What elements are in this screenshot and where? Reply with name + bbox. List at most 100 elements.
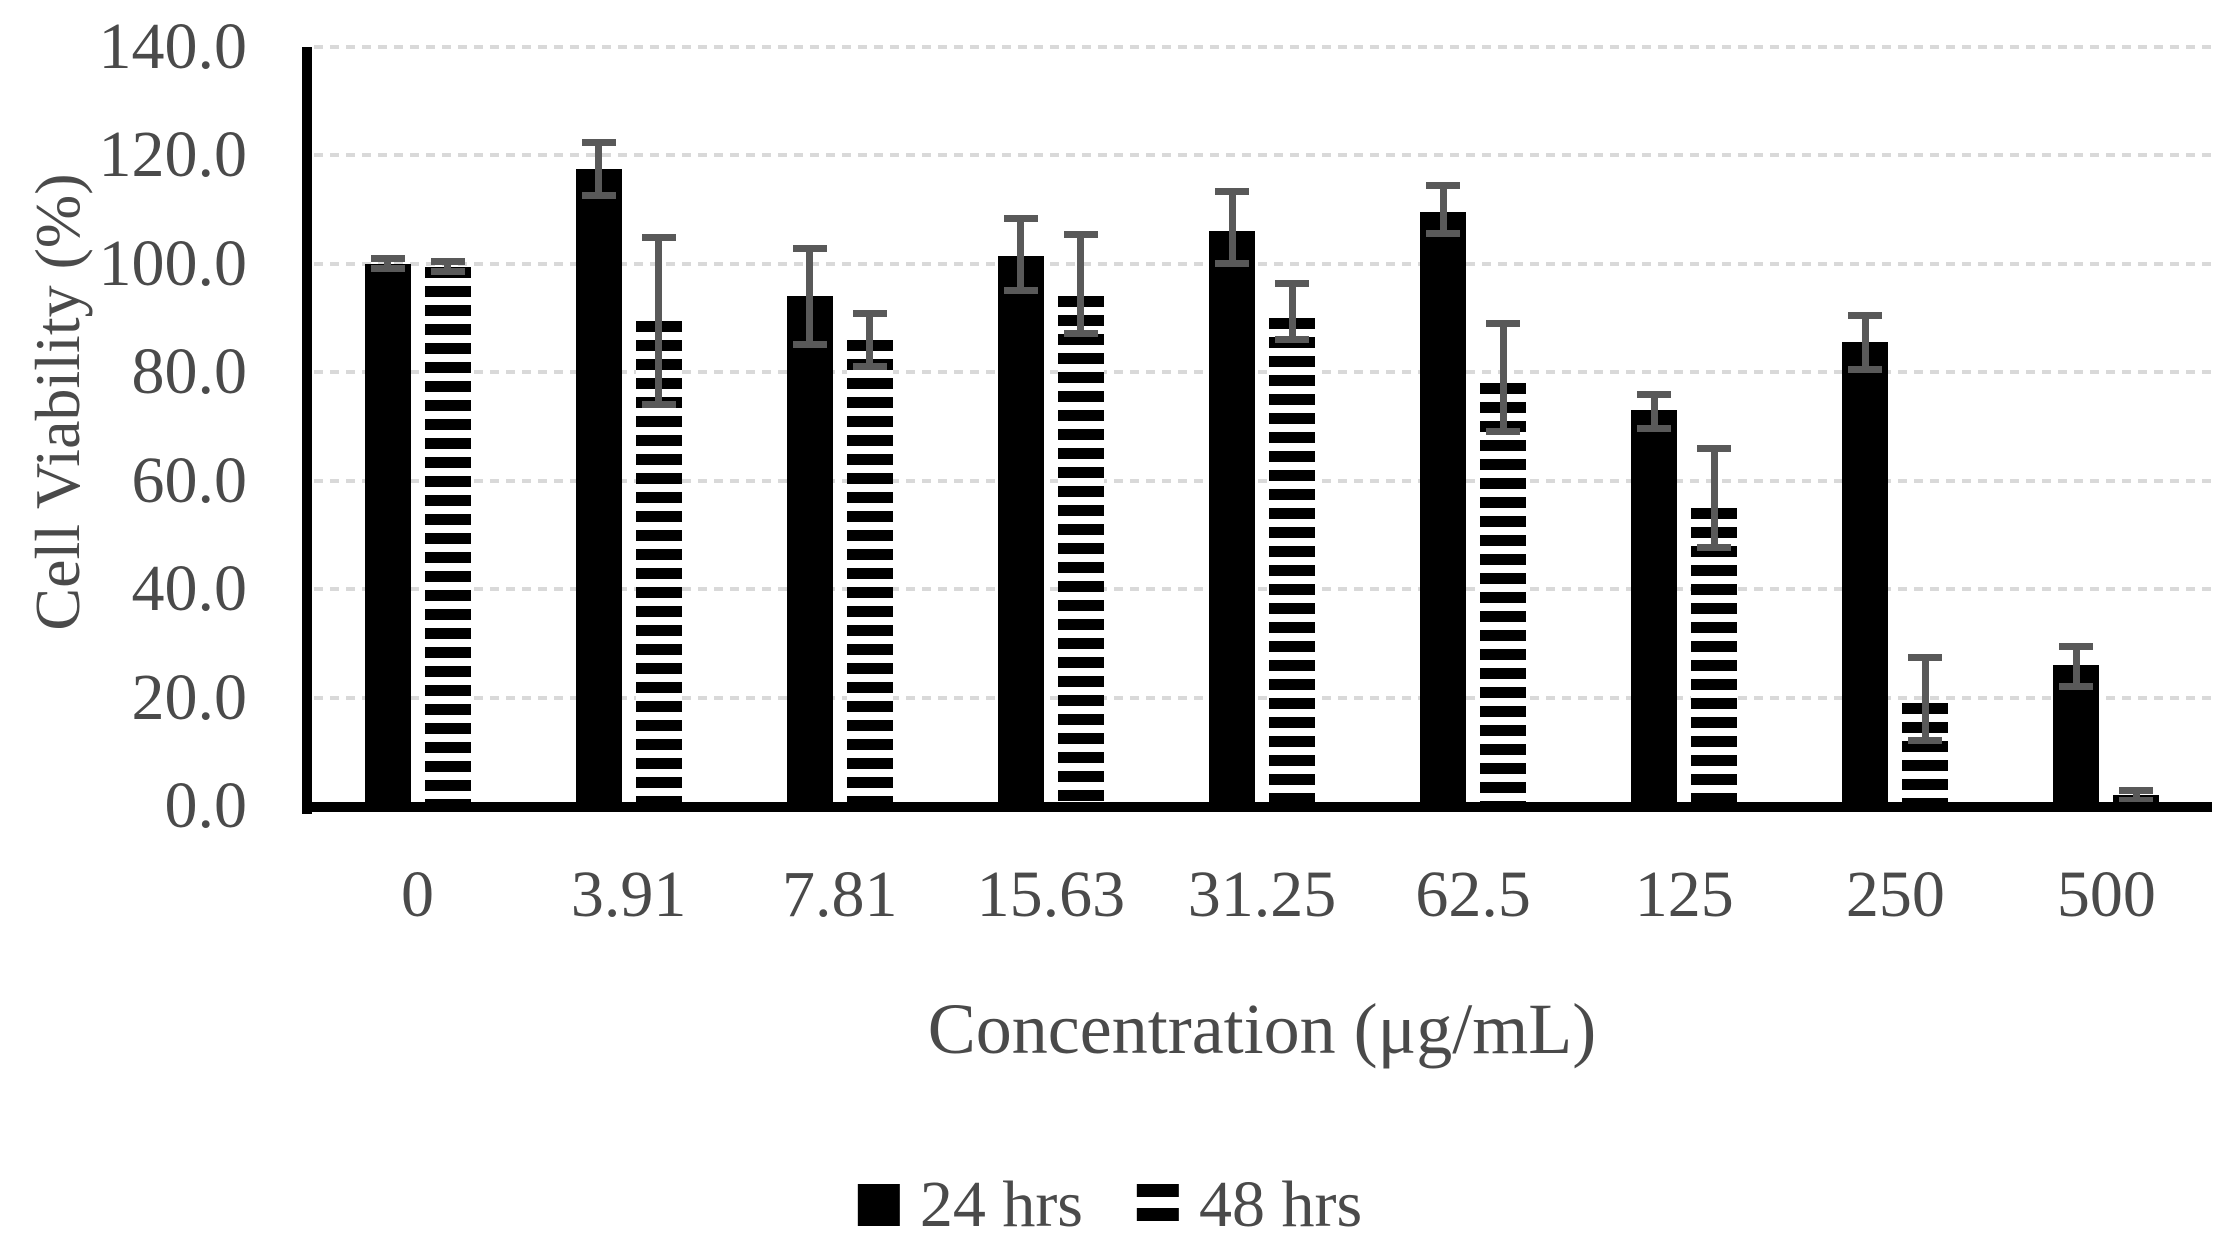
bar-48hrs-7.81 (846, 339, 893, 806)
bar-24hrs-31.25 (1209, 231, 1255, 806)
error-bar-line (1439, 185, 1447, 235)
x-tick-label-500: 500 (2056, 858, 2156, 931)
y-tick-label-80.0: 80.0 (131, 335, 248, 409)
error-bar-line (2132, 789, 2140, 801)
error-bar-cap-bottom (1063, 330, 1098, 338)
x-tick-label-7.81: 7.81 (782, 858, 898, 931)
legend-label-24hrs: 24 hrs (919, 1168, 1083, 1241)
error-bar-cap-top (1908, 653, 1943, 661)
x-tick-label-250: 250 (1845, 858, 1945, 931)
error-bar-cap-bottom (2059, 682, 2094, 690)
error-bar-cap-bottom (370, 265, 405, 273)
bar-48hrs-31.25 (1269, 318, 1315, 806)
error-bar-line (1861, 315, 1869, 370)
error-bar-cap-bottom (1486, 427, 1521, 435)
gridline-60 (314, 478, 2212, 483)
y-tick-label-140.0: 140.0 (98, 10, 248, 83)
error-bar-line (655, 236, 663, 405)
x-tick-label-3.91: 3.91 (570, 858, 687, 931)
bar-48hrs-0 (424, 266, 471, 806)
error-bar-cap-bottom (1908, 736, 1943, 744)
x-tick-label-125: 125 (1634, 858, 1734, 931)
legend-item-48hrs: 48 hrs (1137, 1172, 1362, 1238)
y-tick-label-20.0: 20.0 (131, 660, 248, 734)
bar-48hrs-62.5 (1480, 383, 1527, 806)
gridline-100 (314, 261, 2212, 266)
error-bar-cap-top (1637, 390, 1672, 398)
legend-marker-solid-icon (857, 1184, 900, 1226)
error-bar-line (1499, 323, 1507, 432)
error-bar-cap-bottom (1003, 286, 1038, 294)
gridline-140 (314, 45, 2212, 49)
bar-24hrs-125 (1631, 410, 1678, 806)
error-bar-cap-bottom (430, 267, 465, 275)
y-tick-label-120.0: 120.0 (98, 118, 248, 192)
error-bar-line (1228, 190, 1236, 264)
error-bar-cap-top (1215, 187, 1249, 195)
legend: 24 hrs 48 hrs (857, 1168, 1362, 1241)
y-axis-line (302, 47, 312, 814)
error-bar-cap-top (370, 255, 405, 263)
error-bar-line (866, 312, 874, 367)
error-bar-line (1921, 656, 1929, 741)
legend-item-24hrs: 24 hrs (857, 1168, 1083, 1241)
error-bar-line (1017, 217, 1025, 291)
error-bar-line (595, 141, 603, 197)
bar-24hrs-7.81 (786, 296, 833, 806)
error-bar-cap-bottom (852, 362, 887, 370)
error-bar-cap-top (852, 309, 887, 317)
error-bar-cap-bottom (1637, 425, 1672, 433)
error-bar-line (1650, 393, 1658, 430)
legend-marker-striped-icon (1137, 1184, 1179, 1226)
x-tick-label-31.25: 31.25 (1187, 858, 1337, 931)
y-axis-title: Cell Viability (%) (22, 173, 93, 631)
error-bar-line (384, 258, 392, 270)
error-bar-cap-top (1003, 214, 1038, 222)
error-bar-cap-bottom (641, 400, 676, 408)
error-bar-line (1077, 234, 1085, 335)
gridline-120 (314, 153, 2212, 158)
error-bar-cap-top (1426, 182, 1461, 190)
x-tick-label-15.63: 15.63 (976, 858, 1126, 931)
error-bar-cap-bottom (1848, 365, 1883, 373)
error-bar-cap-top (1486, 320, 1521, 328)
bar-48hrs-125 (1691, 507, 1738, 806)
error-bar-cap-top (430, 258, 465, 266)
error-bar-cap-top (1848, 312, 1883, 320)
error-bar-cap-bottom (1697, 544, 1732, 552)
x-tick-label-62.5: 62.5 (1415, 858, 1531, 931)
error-bar-cap-bottom (1426, 230, 1461, 238)
error-bar-cap-bottom (581, 192, 616, 200)
error-bar-cap-bottom (1275, 335, 1309, 343)
error-bar-cap-top (641, 233, 676, 241)
error-bar-cap-top (2059, 643, 2094, 651)
error-bar-cap-top (1697, 445, 1732, 453)
error-bar-cap-top (581, 138, 616, 146)
bar-24hrs-250 (1842, 342, 1889, 806)
bar-24hrs-15.63 (997, 255, 1044, 806)
bar-24hrs-0 (364, 263, 411, 806)
y-tick-label-0.0: 0.0 (164, 769, 248, 842)
error-bar-cap-top (2119, 786, 2154, 794)
error-bar-line (444, 261, 452, 272)
error-bar-cap-bottom (792, 341, 827, 349)
bar-48hrs-15.63 (1057, 296, 1104, 806)
gridline-40 (314, 587, 2212, 592)
bar-24hrs-62.5 (1420, 212, 1467, 806)
y-tick-label-40.0: 40.0 (131, 552, 248, 626)
gridline-80 (314, 370, 2212, 375)
error-bar-line (1710, 448, 1718, 549)
error-bar-line (806, 247, 814, 346)
bar-24hrs-3.91 (575, 168, 622, 806)
gridline-20 (314, 695, 2212, 700)
x-axis-line (302, 802, 2212, 812)
error-bar-cap-top (792, 244, 827, 252)
legend-label-48hrs: 48 hrs (1199, 1168, 1363, 1241)
error-bar-line (2072, 646, 2080, 687)
x-tick-label-0: 0 (401, 858, 435, 931)
error-bar-cap-top (1063, 231, 1098, 239)
y-tick-label-100.0: 100.0 (98, 226, 248, 300)
y-tick-label-60.0: 60.0 (131, 443, 248, 517)
